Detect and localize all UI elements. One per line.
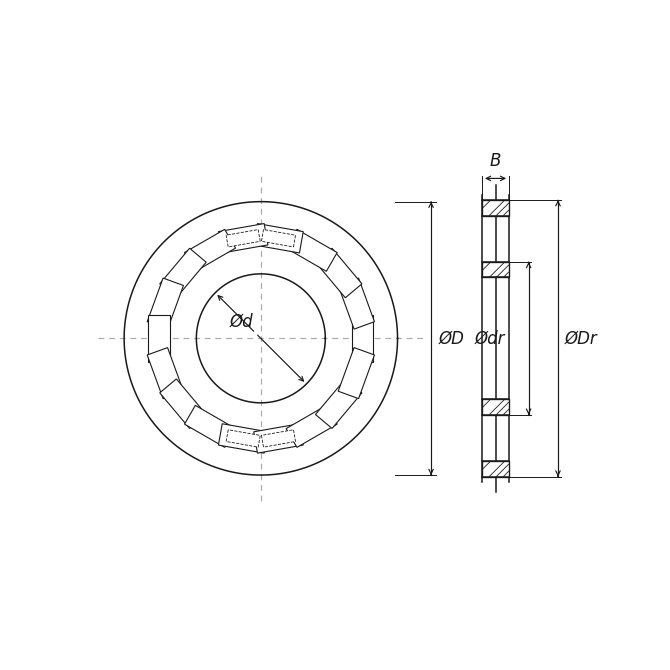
Polygon shape xyxy=(338,348,375,399)
Polygon shape xyxy=(218,423,268,453)
Polygon shape xyxy=(482,262,509,277)
Polygon shape xyxy=(159,249,206,297)
Polygon shape xyxy=(148,315,170,362)
Polygon shape xyxy=(352,315,373,362)
Polygon shape xyxy=(184,405,236,448)
Polygon shape xyxy=(254,423,304,453)
Polygon shape xyxy=(482,200,509,216)
Polygon shape xyxy=(286,405,337,448)
Polygon shape xyxy=(482,461,509,476)
Text: B: B xyxy=(490,152,501,170)
Polygon shape xyxy=(159,379,206,428)
Polygon shape xyxy=(184,229,236,271)
Polygon shape xyxy=(147,278,184,329)
Text: Ød: Ød xyxy=(229,313,253,330)
Text: ØDr: ØDr xyxy=(564,330,597,347)
Polygon shape xyxy=(226,230,260,247)
Polygon shape xyxy=(286,229,337,271)
Polygon shape xyxy=(261,429,295,447)
Polygon shape xyxy=(254,224,304,253)
Polygon shape xyxy=(261,230,295,247)
Polygon shape xyxy=(316,379,362,428)
Text: Ødr: Ødr xyxy=(475,330,505,347)
Polygon shape xyxy=(316,249,362,297)
Polygon shape xyxy=(218,224,268,253)
Polygon shape xyxy=(482,399,509,415)
Polygon shape xyxy=(338,278,375,329)
Polygon shape xyxy=(147,348,184,399)
Polygon shape xyxy=(226,429,260,447)
Text: ØD: ØD xyxy=(439,330,465,347)
